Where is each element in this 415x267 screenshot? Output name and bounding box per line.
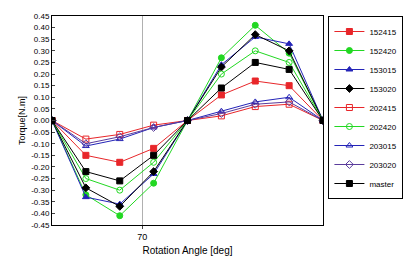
svg-text:0.15: 0.15 xyxy=(34,81,50,90)
svg-text:0.00: 0.00 xyxy=(34,116,50,125)
svg-text:153015: 153015 xyxy=(369,66,396,75)
svg-text:-0.40: -0.40 xyxy=(31,209,50,218)
svg-text:0.25: 0.25 xyxy=(34,58,50,67)
svg-text:Rotation Angle [deg]: Rotation Angle [deg] xyxy=(142,245,232,256)
svg-text:152415: 152415 xyxy=(369,28,396,37)
svg-text:-0.15: -0.15 xyxy=(31,151,50,160)
svg-text:0.45: 0.45 xyxy=(34,12,50,21)
svg-text:203020: 203020 xyxy=(369,161,396,170)
svg-text:0.05: 0.05 xyxy=(34,105,50,114)
svg-text:0.10: 0.10 xyxy=(34,93,50,102)
svg-text:0.20: 0.20 xyxy=(34,70,50,79)
svg-text:-0.25: -0.25 xyxy=(31,174,50,183)
svg-text:152420: 152420 xyxy=(369,47,396,56)
svg-text:153020: 153020 xyxy=(369,85,396,94)
svg-text:202420: 202420 xyxy=(369,123,396,132)
svg-text:master: master xyxy=(369,180,394,189)
svg-text:70: 70 xyxy=(137,232,147,242)
svg-text:203015: 203015 xyxy=(369,142,396,151)
svg-text:-0.45: -0.45 xyxy=(31,221,50,230)
svg-text:-0.05: -0.05 xyxy=(31,128,50,137)
svg-text:202415: 202415 xyxy=(369,104,396,113)
svg-text:-0.35: -0.35 xyxy=(31,198,50,207)
svg-text:-0.30: -0.30 xyxy=(31,186,50,195)
svg-text:0.40: 0.40 xyxy=(34,23,50,32)
svg-text:-0.20: -0.20 xyxy=(31,163,50,172)
svg-text:0.35: 0.35 xyxy=(34,35,50,44)
svg-text:0.30: 0.30 xyxy=(34,47,50,56)
svg-text:-0.10: -0.10 xyxy=(31,140,50,149)
svg-text:Torque[N.m]: Torque[N.m] xyxy=(17,96,27,145)
